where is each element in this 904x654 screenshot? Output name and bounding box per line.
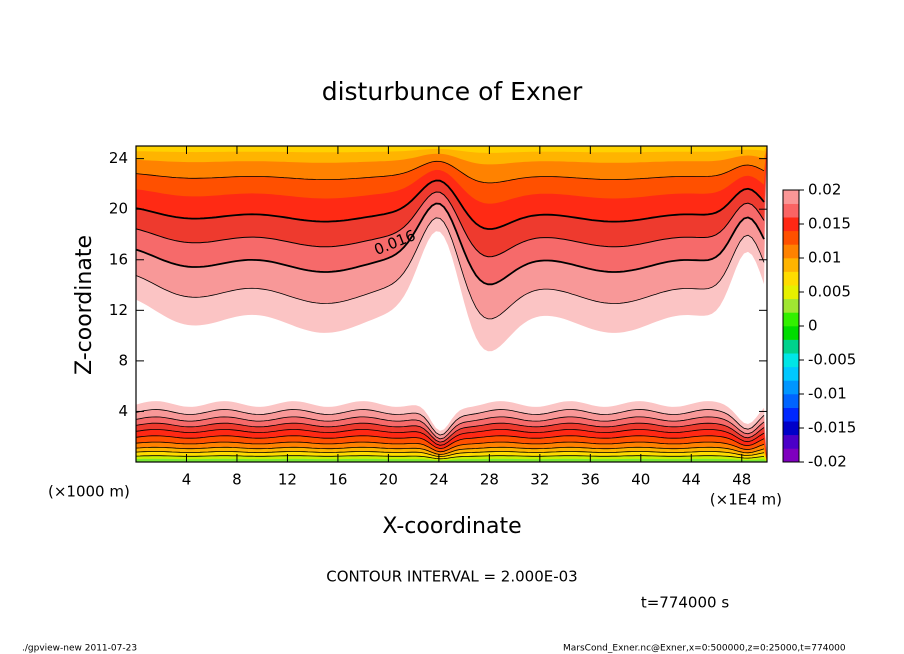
y-tick-label: 20 [109, 200, 128, 218]
x-tick-label: 12 [278, 471, 297, 489]
x-tick-label: 32 [530, 471, 549, 489]
y-tick-label: 4 [118, 402, 128, 420]
colorbar-swatch [783, 394, 799, 408]
colorbar-swatch [783, 312, 799, 327]
colorbar-swatch [783, 448, 799, 463]
plot-frame [135, 145, 768, 463]
chart-title: disturbunce of Exner [322, 77, 583, 106]
contour-line [135, 202, 765, 286]
colorbar-tick-label: 0 [808, 317, 818, 335]
contour-line [135, 422, 765, 443]
contour-line [135, 217, 765, 320]
colorbar-tick-label: 0.015 [808, 215, 851, 233]
x-unit-label: (×1000 m) [48, 483, 130, 501]
x-tick-label: 48 [732, 471, 751, 489]
colorbar-swatch [783, 244, 799, 259]
contour-line [135, 441, 765, 453]
contour-line [135, 416, 765, 440]
contour-band [136, 146, 767, 153]
colorbar-swatch [783, 380, 799, 395]
x-tick-label: 40 [631, 471, 650, 489]
colorbar-swatch [783, 203, 799, 218]
contour-line [135, 429, 765, 446]
colorbar-swatch [783, 366, 799, 381]
colorbar-swatch [783, 407, 799, 422]
contour-field [135, 146, 767, 462]
colorbar-swatch [783, 271, 799, 286]
x-axis-label: X-coordinate [382, 514, 521, 539]
colorbar-swatch [783, 326, 799, 340]
x-tick-label: 24 [429, 471, 448, 489]
colorbar-tick-label: -0.005 [808, 351, 856, 369]
contour-line [135, 409, 765, 436]
colorbar-tick-label: 0.02 [808, 181, 841, 199]
contour-line [135, 160, 765, 184]
footer: ./gpview-new 2011-07-23 [22, 644, 137, 654]
colorbar-tick-label: 0.005 [808, 283, 851, 301]
contour-line [135, 435, 765, 450]
contour-interval: CONTOUR INTERVAL = 2.000E-03 [326, 568, 577, 586]
y-tick-label: 12 [109, 301, 128, 319]
colorbar-swatch [783, 258, 799, 272]
contour-line [135, 446, 765, 455]
x-tick-label: 28 [480, 471, 499, 489]
colorbar-swatch [783, 285, 799, 300]
y-tick-label: 8 [118, 351, 128, 369]
colorbar-swatch [783, 353, 799, 368]
y-tick-label: 24 [109, 149, 128, 167]
colorbar-swatch [783, 298, 799, 313]
x-unit-label: (×1E4 m) [710, 491, 782, 509]
colorbar-swatch [783, 434, 799, 449]
colorbar-tick-label: 0.01 [808, 249, 841, 267]
colorbar-tick-label: -0.015 [808, 419, 856, 437]
contour-band [136, 458, 767, 462]
y-tick-label: 16 [109, 250, 128, 268]
x-tick-label: 36 [581, 471, 600, 489]
x-tick-label: 44 [682, 471, 701, 489]
x-tick-label: 20 [379, 471, 398, 489]
x-tick-label: 4 [182, 471, 192, 489]
x-tick-label: 8 [232, 471, 242, 489]
contour-line [135, 191, 765, 258]
colorbar-swatch [783, 230, 799, 245]
colorbar-tick-label: -0.01 [808, 385, 847, 403]
colorbar-swatch [783, 339, 799, 354]
colorbar-swatch [783, 217, 799, 232]
contour-line [135, 179, 765, 230]
colorbar-swatch [783, 190, 799, 204]
contour-line [135, 451, 765, 458]
x-tick-label: 16 [328, 471, 347, 489]
colorbar-tick-label: -0.02 [808, 453, 847, 471]
contour-line [135, 455, 765, 460]
footer: MarsCond_Exner.nc@Exner,x=0:500000,z=0:2… [563, 644, 846, 654]
colorbar-swatch [783, 421, 799, 436]
y-axis-label: Z-coordinate [72, 235, 97, 375]
time-label: t=774000 s [641, 594, 729, 612]
